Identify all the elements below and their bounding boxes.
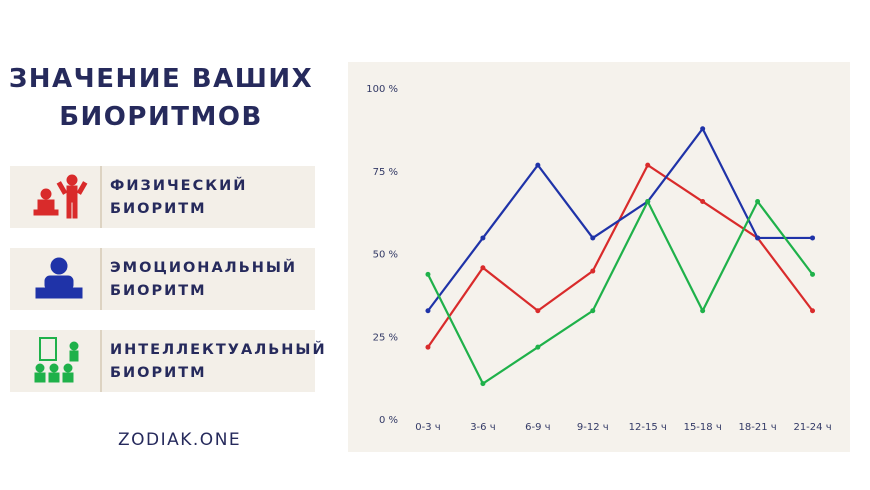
series-line bbox=[427, 126, 813, 312]
data-point bbox=[700, 199, 706, 205]
legend-icon bbox=[35, 257, 83, 299]
x-tick-label: 12-15 ч bbox=[629, 422, 667, 433]
x-tick-label: 6-9 ч bbox=[525, 422, 550, 433]
x-tick-label: 18-21 ч bbox=[739, 422, 777, 433]
data-point bbox=[535, 308, 541, 314]
series-line bbox=[427, 163, 814, 348]
x-tick-label: 0-3 ч bbox=[415, 422, 440, 433]
y-tick-label: 0 % bbox=[379, 415, 398, 426]
x-tick-label: 3-6 ч bbox=[470, 422, 495, 433]
divider bbox=[100, 330, 102, 392]
data-point bbox=[425, 271, 431, 277]
data-point bbox=[590, 268, 596, 274]
data-point bbox=[535, 162, 541, 168]
brand: ZODIAK.ONE bbox=[118, 430, 242, 450]
y-tick-label: 75 % bbox=[373, 167, 398, 178]
divider bbox=[100, 166, 102, 228]
y-tick-label: 25 % bbox=[373, 332, 398, 343]
y-tick-label: 50 % bbox=[373, 250, 398, 261]
series-line bbox=[426, 199, 814, 386]
data-point bbox=[810, 308, 816, 314]
data-point bbox=[700, 126, 706, 132]
data-point bbox=[645, 162, 651, 168]
data-point bbox=[645, 199, 651, 205]
data-point bbox=[810, 271, 816, 277]
data-point bbox=[700, 308, 706, 314]
data-point bbox=[425, 344, 431, 350]
y-tick-label: 100 % bbox=[366, 84, 398, 95]
legend-item: ИНТЕЛЛЕКТУАЛЬНЫЙ БИОРИТМ bbox=[10, 330, 327, 392]
data-point bbox=[480, 235, 486, 241]
legend-label: ЭМОЦИОНАЛЬНЫЙ БИОРИТМ bbox=[110, 260, 298, 299]
data-point bbox=[590, 235, 596, 241]
data-point bbox=[480, 381, 486, 387]
data-point bbox=[590, 308, 596, 314]
legend-item: ЭМОЦИОНАЛЬНЫЙ БИОРИТМ bbox=[10, 248, 315, 310]
legend-label: ИНТЕЛЛЕКТУАЛЬНЫЙ БИОРИТМ bbox=[110, 342, 327, 381]
page-title: ЗНАЧЕНИЕ ВАШИХ БИОРИТМОВ bbox=[8, 64, 314, 132]
data-point bbox=[535, 344, 541, 350]
legend-icon bbox=[34, 337, 79, 383]
data-point bbox=[755, 199, 761, 205]
data-point bbox=[425, 308, 431, 314]
x-tick-label: 15-18 ч bbox=[684, 422, 722, 433]
data-point bbox=[755, 235, 761, 241]
legend-label: ФИЗИЧЕСКИЙ БИОРИТМ bbox=[110, 178, 248, 217]
legend-icon bbox=[33, 174, 88, 219]
data-point bbox=[480, 265, 486, 271]
legend-item: ФИЗИЧЕСКИЙ БИОРИТМ bbox=[10, 166, 315, 228]
data-point bbox=[810, 235, 816, 241]
divider bbox=[100, 248, 102, 310]
x-tick-label: 21-24 ч bbox=[793, 422, 831, 433]
x-tick-label: 9-12 ч bbox=[577, 422, 609, 433]
